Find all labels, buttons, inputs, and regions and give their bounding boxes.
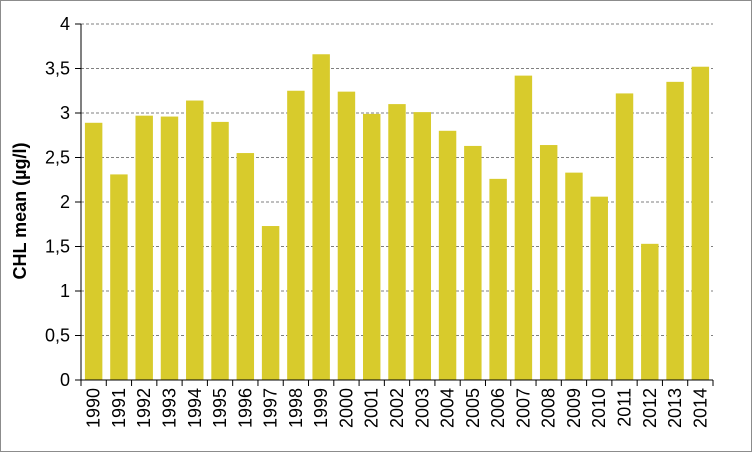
x-tick-label: 2007 [513,388,533,428]
y-tick-label: 4 [60,14,70,34]
x-tick-label: 2014 [690,388,710,428]
bar [514,75,533,381]
bar [565,172,583,380]
x-tick-label: 2013 [665,388,685,428]
x-tick-label: 2012 [640,388,660,428]
bar [641,243,659,380]
bar [135,115,153,381]
x-tick-label: 2000 [336,388,356,428]
bar [464,145,482,380]
x-tick-label: 2009 [564,388,584,428]
x-tick-label: 2004 [438,388,458,428]
y-axis-label: CHL mean (µg/l) [10,142,30,279]
x-tick-label: 1996 [235,388,255,428]
x-tick-label: 2005 [463,388,483,428]
y-tick-label: 0 [60,370,70,390]
bar [211,121,229,381]
x-tick-label: 1990 [84,388,104,428]
bar [84,122,103,380]
bar [186,100,204,380]
axes [75,23,714,386]
bar [666,81,684,380]
bars [84,54,710,381]
bar [691,66,710,380]
bar [362,113,381,380]
x-tick-label: 1995 [210,388,230,428]
bar [337,91,356,380]
bar [160,116,179,380]
bar [489,178,507,380]
bar [539,145,558,380]
y-tick-label: 1 [60,281,70,301]
bar [438,130,457,380]
x-tick-label: 1992 [134,388,154,428]
bar [388,104,406,380]
x-tick-label: 1991 [109,388,129,428]
x-tick-label: 1994 [185,388,205,428]
bar [110,174,128,380]
bar [236,153,255,380]
x-tick-label: 2003 [412,388,432,428]
x-tick-label: 1999 [311,388,331,428]
x-tick-labels: 1990 1991 1992 1993 1994 1995 1996 1997 1998 1999… [84,388,711,428]
bar [312,54,330,380]
bar [261,226,280,380]
x-tick-label: 2006 [488,388,508,428]
y-tick-label: 3 [60,103,70,123]
x-tick-label: 1998 [286,388,306,428]
x-tick-label: 2008 [539,388,559,428]
y-tick-label: 3,5 [45,59,70,79]
y-tick-label: 2,5 [45,148,70,168]
x-tick-label: 2001 [362,388,382,428]
x-tick-label: 2010 [589,388,609,428]
bar [287,90,305,380]
y-tick-label: 0,5 [45,326,70,346]
bar [615,93,634,381]
y-tick-labels: 0 0,5 1 1,5 2 2,5 3 3,5 4 [45,14,70,390]
y-tick-label: 1,5 [45,237,70,257]
x-tick-label: 2011 [615,388,635,427]
bar [413,112,432,381]
x-tick-label: 1993 [159,388,179,428]
x-tick-label: 1997 [261,388,281,428]
x-tick-label: 2002 [387,388,407,428]
bar [590,196,608,380]
y-tick-label: 2 [60,192,70,212]
